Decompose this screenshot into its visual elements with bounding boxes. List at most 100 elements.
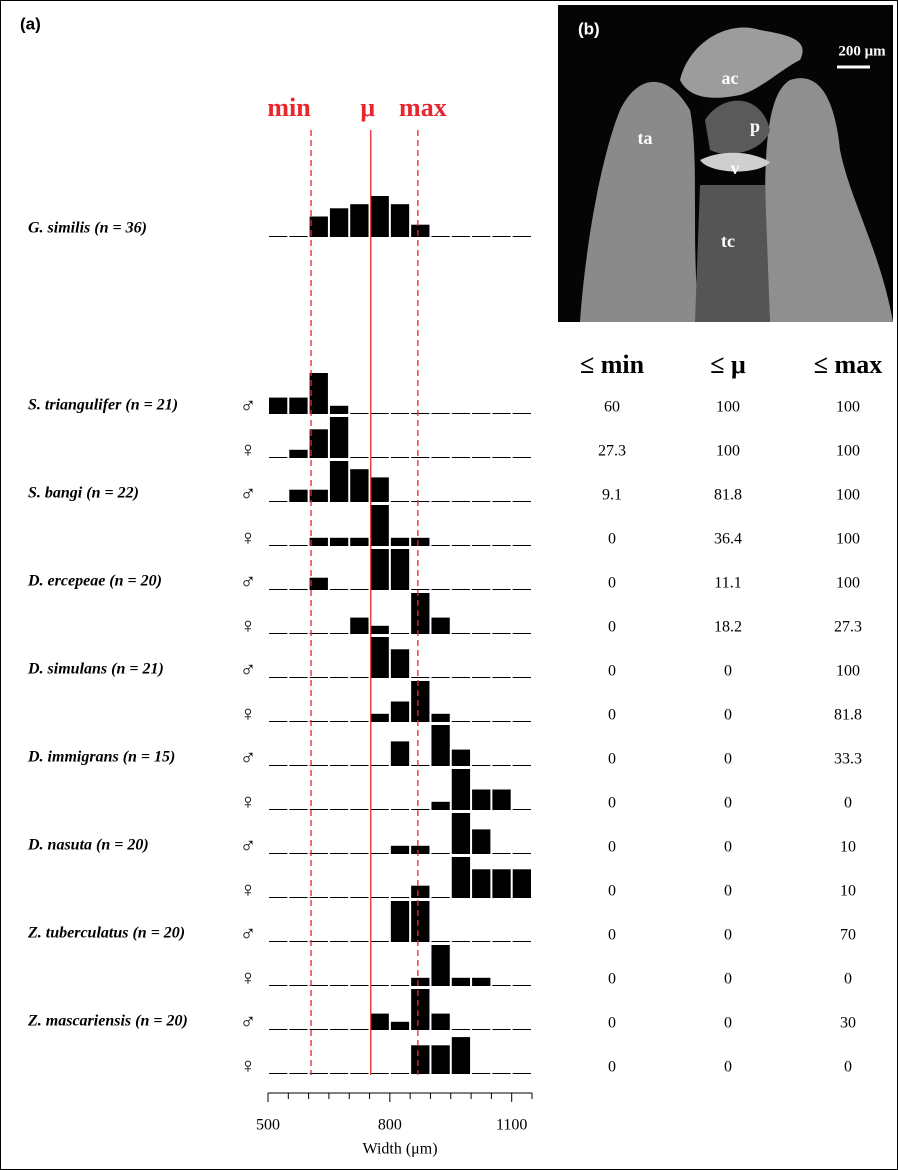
bar — [350, 469, 368, 502]
sex-symbol: ♀ — [240, 437, 257, 462]
reference-label: min — [267, 93, 311, 122]
table-cell: 100 — [836, 399, 860, 416]
x-tick-label: 800 — [378, 1117, 402, 1134]
sex-symbol: ♂ — [240, 1009, 257, 1034]
x-axis-title: Width (μm) — [362, 1141, 437, 1158]
sex-symbol: ♀ — [240, 1053, 257, 1078]
sex-symbol: ♀ — [240, 965, 257, 990]
bar — [431, 802, 449, 810]
photo-label: p — [750, 116, 760, 136]
table-cell: 100 — [836, 531, 860, 548]
bar — [452, 813, 470, 854]
photo: (b) 200 μm acptavtc — [558, 5, 893, 322]
photo-label: tc — [721, 231, 735, 251]
bar — [350, 204, 368, 237]
sex-symbol: ♀ — [240, 877, 257, 902]
x-tick-label: 1100 — [496, 1117, 527, 1134]
table-cell: 0 — [724, 707, 732, 724]
bar — [371, 196, 389, 237]
x-tick-label: 500 — [256, 1117, 280, 1134]
bar — [411, 225, 429, 237]
table-cell: 10 — [840, 839, 856, 856]
table-cell: 27.3 — [834, 619, 862, 636]
bar — [350, 538, 368, 546]
sex-symbol: ♂ — [240, 657, 257, 682]
bar — [452, 978, 470, 986]
bar — [492, 790, 510, 811]
table-cell: 0 — [608, 795, 616, 812]
table-cell: 100 — [836, 443, 860, 460]
table-cell: 10 — [840, 883, 856, 900]
bar — [371, 626, 389, 634]
bar — [391, 741, 409, 766]
table-cell: 0 — [844, 795, 852, 812]
tc-shape — [695, 185, 770, 322]
table-cell: 0 — [608, 663, 616, 680]
figure: (a) (b) 200 μm acptavtc G. similis (n = … — [0, 0, 898, 1170]
bar — [431, 725, 449, 766]
scale-bar-label: 200 μm — [838, 43, 886, 59]
bar — [310, 578, 328, 590]
table-header: ≤ max — [814, 350, 882, 379]
bar — [371, 549, 389, 590]
bar — [310, 373, 328, 414]
bar — [371, 1014, 389, 1030]
table-cell: 100 — [836, 663, 860, 680]
bar — [330, 461, 348, 502]
table-cell: 70 — [840, 927, 856, 944]
table-cell: 33.3 — [834, 751, 862, 768]
table-cell: 27.3 — [598, 443, 626, 460]
species-label: Z. mascariensis (n = 20) — [27, 1013, 188, 1030]
bar — [289, 398, 307, 414]
bar — [411, 901, 429, 942]
table-cell: 0 — [608, 883, 616, 900]
bar — [411, 1045, 429, 1074]
bar — [391, 538, 409, 546]
table-cell: 0 — [844, 971, 852, 988]
bar — [391, 702, 409, 723]
table-cell: 0 — [608, 707, 616, 724]
bar — [289, 450, 307, 458]
sex-symbol: ♀ — [240, 789, 257, 814]
bar — [371, 477, 389, 502]
table-cell: 60 — [604, 399, 620, 416]
table-cell: 0 — [724, 839, 732, 856]
table-header: ≤ μ — [710, 350, 746, 379]
reference-label: μ — [360, 93, 375, 122]
species-label: S. bangi (n = 22) — [28, 485, 139, 502]
table-cell: 0 — [844, 1059, 852, 1076]
table-cell: 0 — [608, 839, 616, 856]
table-cell: 0 — [724, 1015, 732, 1032]
bar — [472, 978, 490, 986]
table-header: ≤ min — [580, 350, 645, 379]
photo-label: v — [731, 158, 740, 178]
bar — [472, 790, 490, 811]
bar — [411, 681, 429, 722]
species-label: D. nasuta (n = 20) — [27, 837, 149, 854]
bar — [431, 618, 449, 634]
species-label: G. similis (n = 36) — [28, 220, 147, 237]
table-cell: 0 — [608, 531, 616, 548]
species-label: D. simulans (n = 21) — [27, 661, 164, 678]
bar — [310, 538, 328, 546]
sex-symbol: ♀ — [240, 525, 257, 550]
table-cell: 0 — [724, 971, 732, 988]
table-cell: 0 — [608, 575, 616, 592]
bar — [431, 1014, 449, 1030]
panel-label: (b) — [578, 19, 600, 38]
species-label: S. triangulifer (n = 21) — [28, 397, 178, 414]
bar — [330, 208, 348, 237]
species-label: Z. tuberculatus (n = 20) — [27, 925, 185, 942]
table-cell: 0 — [724, 795, 732, 812]
bar — [310, 429, 328, 458]
bar — [411, 538, 429, 546]
bar — [431, 945, 449, 986]
table-cell: 0 — [724, 663, 732, 680]
sex-symbol: ♀ — [240, 613, 257, 638]
table-cell: 100 — [716, 399, 740, 416]
sex-symbol: ♂ — [240, 921, 257, 946]
table-cell: 11.1 — [714, 575, 741, 592]
table-cell: 36.4 — [714, 531, 742, 548]
bar — [330, 417, 348, 458]
table-cell: 0 — [608, 619, 616, 636]
